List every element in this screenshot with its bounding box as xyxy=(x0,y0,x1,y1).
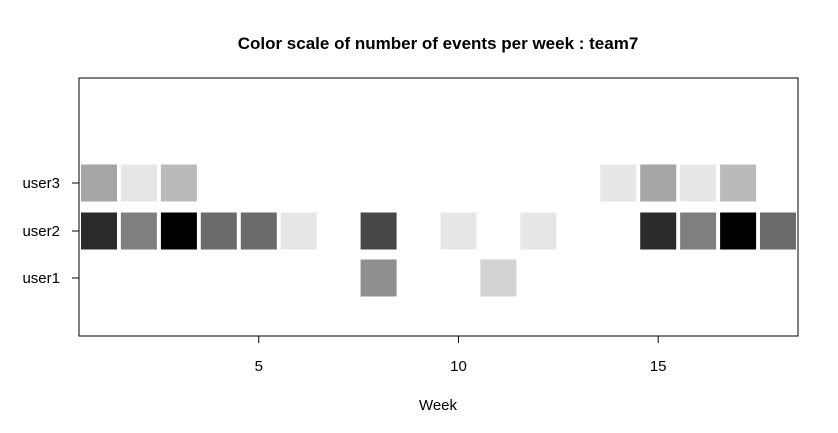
heatmap-cell-user3-week-3 xyxy=(160,164,197,202)
heatmap-cell-user2-week-2 xyxy=(120,212,157,250)
heatmap-cell-user2-week-12 xyxy=(520,212,557,250)
heatmap-cell-user2-week-10 xyxy=(440,212,477,250)
x-tick-label-5: 5 xyxy=(255,358,263,375)
heatmap-cell-user1-week-8 xyxy=(360,259,397,297)
chart-title: Color scale of number of events per week… xyxy=(238,34,639,53)
heatmap-cell-user3-week-16 xyxy=(680,164,717,202)
heatmap-cell-user3-week-2 xyxy=(120,164,157,202)
heatmap-cell-user2-week-4 xyxy=(200,212,237,250)
x-tick-label-15: 15 xyxy=(650,358,667,375)
heatmap-cell-user3-week-15 xyxy=(640,164,677,202)
x-axis-label: Week xyxy=(419,397,458,414)
x-tick-label-10: 10 xyxy=(450,358,467,375)
heatmap-cell-user2-week-5 xyxy=(240,212,277,250)
x-axis: 5 10 15 xyxy=(255,335,667,375)
heatmap-cell-user3-week-14 xyxy=(600,164,637,202)
heatmap-cell-user2-week-15 xyxy=(640,212,677,250)
heatmap-cell-user1-week-11 xyxy=(480,259,517,297)
heatmap-cells xyxy=(81,164,796,297)
heatmap-cell-user3-week-17 xyxy=(720,164,757,202)
y-tick-label-user2: user2 xyxy=(22,223,60,240)
y-tick-label-user3: user3 xyxy=(22,175,60,192)
heatmap-cell-user2-week-1 xyxy=(81,212,117,250)
y-tick-label-user1: user1 xyxy=(22,270,60,287)
heatmap-cell-user3-week-1 xyxy=(81,164,117,202)
heatmap-cell-user2-week-17 xyxy=(720,212,757,250)
y-axis: user1 user2 user3 xyxy=(22,175,79,287)
heatmap-cell-user2-week-8 xyxy=(360,212,397,250)
plot-frame xyxy=(78,77,799,337)
heatmap-cell-user2-week-3 xyxy=(160,212,197,250)
heatmap-cell-user2-week-16 xyxy=(680,212,717,250)
heatmap-cell-user2-week-18 xyxy=(760,212,796,250)
heatmap-cell-user2-week-6 xyxy=(280,212,317,250)
